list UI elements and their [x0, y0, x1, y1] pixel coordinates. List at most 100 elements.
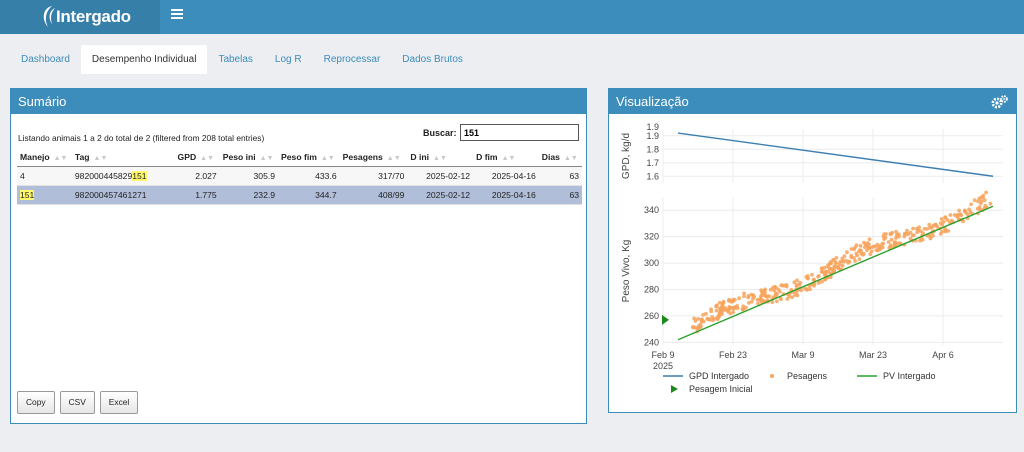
cell-tag: 982000457461271: [71, 185, 175, 205]
col-d-fim[interactable]: D fim ▲▼: [473, 148, 539, 167]
col-d-ini[interactable]: D ini ▲▼: [407, 148, 474, 167]
y-tick-label: 300: [644, 258, 659, 268]
excel-button[interactable]: Excel: [99, 391, 139, 414]
pesagem-point: [946, 229, 951, 233]
pesagem-point: [982, 198, 987, 203]
sort-icon: ▲▼: [501, 154, 516, 162]
tab-desempenho-individual[interactable]: Desempenho Individual: [80, 45, 208, 74]
pesagem-point: [795, 293, 800, 298]
cell-gpd: 1.775: [174, 185, 220, 205]
cell-manejo: 151: [17, 185, 72, 205]
pesagem-point: [972, 198, 977, 203]
y-axis-title: GPD, kg/d: [621, 133, 632, 179]
pesagem-point: [778, 289, 782, 294]
x-tick-label: Feb 9: [651, 350, 674, 360]
pesagem-point: [719, 310, 724, 315]
cell-peso-ini: 232.9: [219, 185, 279, 205]
col-gpd[interactable]: GPD ▲▼: [174, 148, 220, 167]
pesagem-point: [737, 296, 741, 301]
sort-icon: ▲▼: [563, 154, 578, 162]
tab-dashboard[interactable]: Dashboard: [21, 54, 70, 65]
legend-pesagem-inicial-label: Pesagem Inicial: [689, 384, 753, 394]
copy-button[interactable]: Copy: [17, 391, 55, 414]
gpd-intergado-line: [677, 132, 994, 177]
gears-icon[interactable]: [991, 95, 1008, 109]
table-row[interactable]: 151 982000457461271 1.775 232.9 344.7 40…: [17, 185, 582, 205]
sort-icon: ▲▼: [53, 154, 68, 162]
pesagem-point: [824, 269, 828, 274]
pesagem-point: [775, 299, 779, 304]
pesagem-point: [911, 226, 915, 231]
x-tick-label: Apr 6: [932, 350, 954, 360]
pesagem-point: [977, 196, 982, 201]
pv-intergado-line: [677, 205, 994, 341]
logo-area[interactable]: Intergado: [0, 0, 160, 34]
pesagem-point: [708, 317, 712, 322]
tab-tabelas[interactable]: Tabelas: [218, 54, 253, 65]
pesagem-point: [840, 263, 845, 268]
tab-log-r[interactable]: Log R: [274, 54, 302, 65]
visualizacao-header: Visualização: [609, 89, 1016, 114]
csv-button[interactable]: CSV: [59, 391, 95, 414]
pesagem-point: [957, 208, 961, 213]
pesagem-point: [961, 219, 965, 224]
pesagem-point: [795, 278, 799, 283]
col-pesagens[interactable]: Pesagens ▲▼: [339, 148, 408, 167]
tab-reprocessar[interactable]: Reprocessar: [323, 54, 381, 65]
pesagem-point: [975, 206, 980, 211]
pesagem-point: [889, 237, 894, 242]
legend-gpd-label: GPD Intergado: [689, 371, 749, 381]
pesagem-point: [733, 298, 737, 302]
legend-pesagem-inicial-swatch: [671, 385, 678, 393]
col-manejo[interactable]: Manejo ▲▼: [17, 148, 72, 167]
pesagem-point: [773, 292, 778, 297]
pesagem-point: [820, 279, 824, 284]
pesagem-point: [939, 217, 944, 221]
pesagem-point: [955, 215, 960, 219]
sort-icon: ▲▼: [320, 154, 335, 162]
pesagem-point: [714, 308, 719, 313]
cell-dias: 63: [538, 185, 582, 205]
col-peso-fim[interactable]: Peso fim ▲▼: [278, 148, 340, 167]
pesagem-point: [849, 247, 854, 251]
pesagem-point: [929, 225, 934, 230]
pesagem-point: [849, 253, 854, 258]
pesagem-point: [696, 317, 700, 321]
cell-pesagens: 317/70: [339, 166, 408, 186]
pesagem-point: [979, 199, 984, 204]
x-tick-label: 2025: [653, 361, 673, 371]
y-tick-label: 320: [644, 232, 659, 242]
col-peso-ini[interactable]: Peso ini ▲▼: [219, 148, 279, 167]
pesagem-point: [887, 246, 892, 250]
cell-pesagens: 408/99: [339, 185, 408, 205]
cell-peso-fim: 433.6: [278, 166, 340, 186]
pesagem-inicial-marker: [662, 314, 669, 325]
col-tag[interactable]: Tag ▲▼: [71, 148, 175, 167]
cell-d-fim: 2025-04-16: [473, 185, 539, 205]
pesagem-point: [857, 249, 862, 254]
y-axis-title: Peso Vivo, Kg: [621, 240, 632, 303]
tab-dados-brutos[interactable]: Dados Brutos: [402, 54, 463, 65]
pesagem-point: [763, 287, 767, 292]
col-dias[interactable]: Dias ▲▼: [538, 148, 582, 167]
table-row[interactable]: 4 982000445829151 2.027 305.9 433.6 317/…: [17, 166, 582, 186]
pesagem-point: [905, 228, 909, 233]
sort-icon: ▲▼: [200, 154, 215, 162]
cell-gpd: 2.027: [174, 166, 220, 186]
performance-chart[interactable]: 1.6 1.7 1.8 1.91.9 GPD, kg/d 240 260 280 300 320 3…: [611, 115, 1015, 411]
pesagem-point: [968, 210, 973, 214]
pesagem-point: [773, 284, 777, 289]
pesagem-point: [759, 288, 764, 293]
search-match-highlight: 151: [20, 189, 35, 200]
pesagem-point: [984, 190, 988, 195]
pesagem-point: [895, 233, 899, 237]
sort-icon: ▲▼: [433, 154, 447, 162]
hamburger-icon[interactable]: [171, 9, 183, 23]
y-tick-label: 280: [644, 285, 659, 295]
pesagem-point: [756, 301, 760, 306]
sumario-panel: Sumário Listando animais 1 a 2 do total …: [10, 88, 587, 424]
pesagem-point: [864, 243, 869, 248]
search-input[interactable]: [460, 124, 579, 141]
pesagem-point: [857, 257, 862, 261]
pesagem-point: [768, 287, 773, 292]
